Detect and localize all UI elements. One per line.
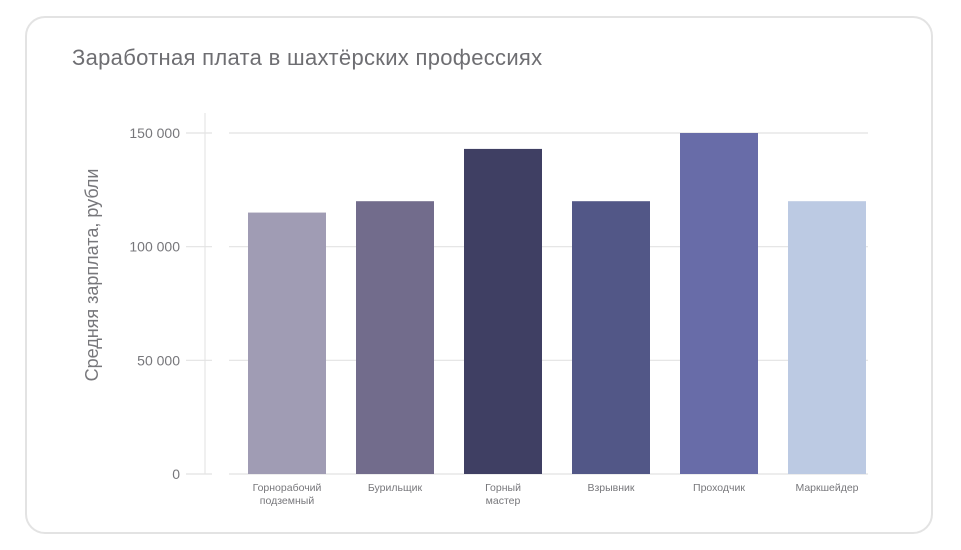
y-tick-label: 100 000 [129,239,180,255]
y-tick-label: 150 000 [129,125,180,141]
x-tick-label: Проходчик [693,482,745,494]
bar [680,133,758,474]
y-tick-label: 0 [172,466,180,482]
x-tick-label: Горный [485,482,521,494]
x-tick-label: подземный [260,495,315,507]
bar [572,201,650,474]
y-axis-label: Средняя зарплата, рубли [82,169,102,382]
x-tick-label: Горнорабочий [253,482,322,494]
x-tick-label: мастер [486,495,521,507]
x-tick-label: Взрывник [587,482,634,494]
x-tick-label: Маркшейдер [795,482,858,494]
chart-title: Заработная плата в шахтёрских профессиях [72,45,543,70]
bar [248,212,326,475]
bar [788,201,866,474]
bar [464,148,542,474]
x-tick-label: Бурильщик [368,482,423,494]
bar [356,201,434,474]
y-tick-label: 50 000 [137,352,180,368]
